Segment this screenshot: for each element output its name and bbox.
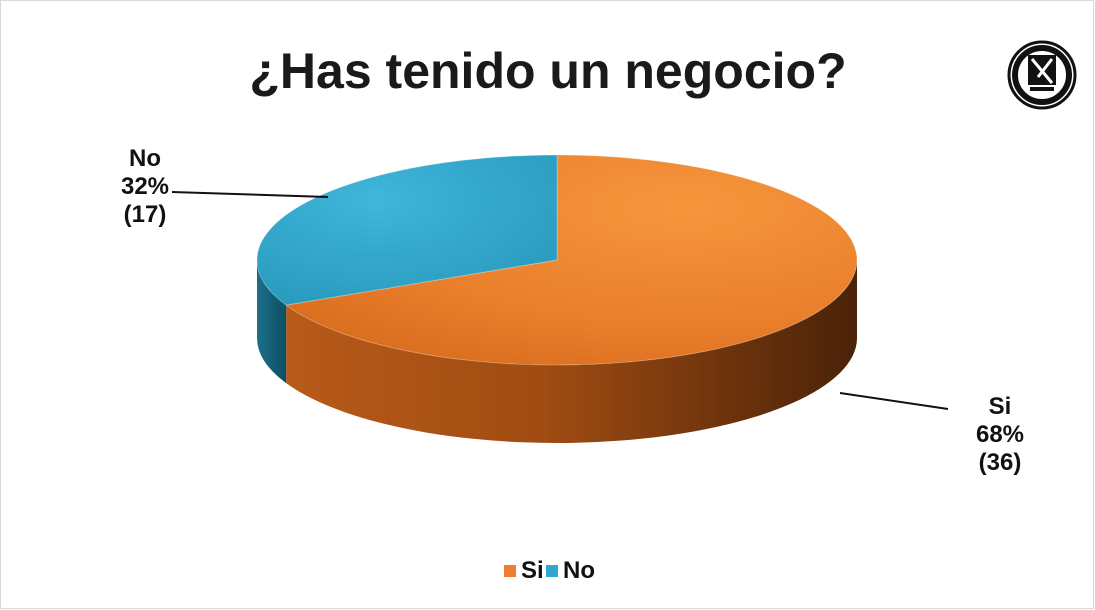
university-seal-icon (1007, 40, 1077, 110)
data-label-si-category: Si (989, 393, 1012, 420)
legend-label-no: No (563, 557, 595, 584)
leader-line-si (839, 392, 949, 410)
chart-title: ¿Has tenido un negocio? (249, 43, 846, 99)
pie-slice-si (284, 154, 858, 366)
pie-slice-no (256, 154, 558, 306)
pie-slice-side-si (286, 260, 857, 444)
data-label-no-count: (17) (124, 201, 167, 228)
data-label-si-count: (36) (979, 449, 1022, 476)
data-label-si-percent: 68% (976, 421, 1024, 448)
legend-swatch-no (546, 565, 558, 577)
legend-swatch-si (504, 565, 516, 577)
pie-slice-side-no (257, 260, 287, 384)
legend: Si No (504, 557, 595, 584)
leader-line-no (171, 191, 329, 198)
data-label-no-category: No (129, 145, 161, 172)
pie-group (256, 154, 858, 444)
data-label-no-percent: 32% (121, 173, 169, 200)
legend-label-si: Si (521, 557, 544, 584)
